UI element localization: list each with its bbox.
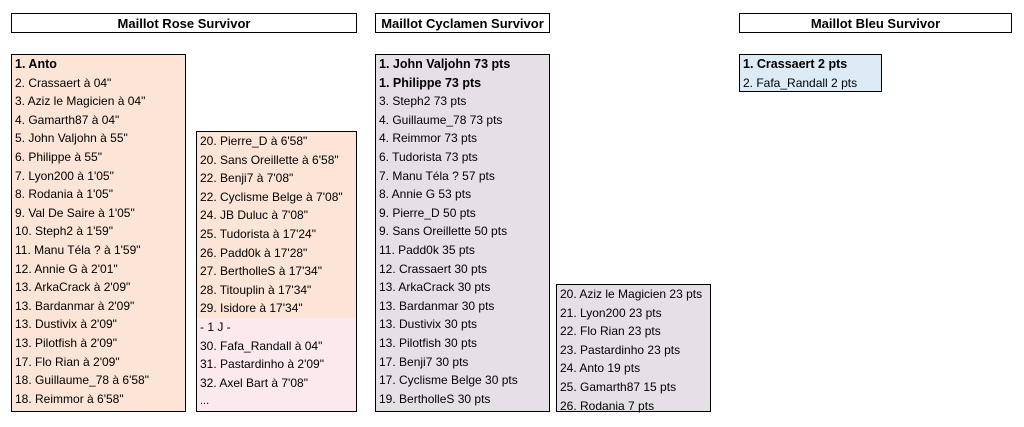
ranking-entry: 26. Padd0k à 17'28" [200, 245, 308, 260]
rose-ranking-list-1: 1. Anto 2. Crassaert à 04" 3. Aziz le Magi… [11, 54, 186, 412]
ranking-entry: 13. Dustivix à 2'09" [15, 317, 117, 332]
ranking-entry: 10. Steph2 à 1'59" [15, 224, 113, 239]
ranking-entry: 32. Axel Bart à 7'08" [200, 375, 308, 390]
ranking-entry: 26. Rodania 7 pts [560, 398, 655, 413]
ranking-entry: 6. Tudorista 73 pts [379, 149, 478, 164]
ranking-entry: 17. Cyclisme Belge 30 pts [379, 373, 518, 388]
ranking-entry: 2. Crassaert à 04" [15, 75, 112, 90]
header-maillot-bleu: Maillot Bleu Survivor [739, 13, 1012, 33]
ranking-entry: 22. Benji7 à 7'08" [200, 171, 294, 186]
ranking-entry: 12. Annie G à 2'01" [15, 261, 118, 276]
ranking-entry: 31. Pastardinho à 2'09" [200, 357, 324, 372]
ranking-entry: 8. Annie G 53 pts [379, 187, 472, 202]
ranking-entry: 17. Benji7 30 pts [379, 354, 469, 369]
header-maillot-rose: Maillot Rose Survivor [11, 13, 357, 33]
ranking-entry: 6. Philippe à 55" [15, 149, 102, 164]
ranking-entry: 13. ArkaCrack à 2'09" [15, 280, 131, 295]
ranking-entry: 3. Steph2 73 pts [379, 94, 467, 109]
ranking-entry: 9. Sans Oreillette 50 pts [379, 224, 508, 239]
ranking-entry: 30. Fafa_Randall à 04" [200, 338, 323, 353]
ranking-entry: 25. Gamarth87 15 pts [560, 379, 677, 394]
ranking-entry: 19. BertholleS 30 pts [379, 391, 491, 406]
ranking-entry: 1. Crassaert 2 pts [743, 57, 848, 71]
ranking-entry: 11. Padd0k 35 pts [379, 242, 475, 257]
ranking-entry: 7. Manu Téla ? 57 pts [379, 168, 495, 183]
ranking-entry: 25. Tudorista à 17'24" [200, 226, 316, 241]
ranking-entry: 20. Pierre_D à 6'58" [200, 134, 308, 148]
ranking-entry: - 1 J - [200, 319, 231, 334]
cyclamen-ranking-list-1: 1. John Valjohn 73 pts 1. Philippe 73 pts… [375, 54, 550, 412]
ranking-entry: 9. Val De Saire à 1'05" [15, 205, 135, 220]
ranking-entry: 20. Aziz le Magicien 23 pts [560, 287, 703, 301]
ranking-entry: 4. Gamarth87 à 04" [15, 112, 120, 127]
ranking-entry: 13. Pilotfish à 2'09" [15, 335, 117, 350]
ranking-entry: 13. Pilotfish 30 pts [379, 335, 478, 350]
ranking-entry: 22. Cyclisme Belge à 7'08" [200, 189, 343, 204]
ranking-entry: 13. Bardanmar 30 pts [379, 298, 495, 313]
header-maillot-cyclamen: Maillot Cyclamen Survivor [375, 13, 550, 33]
ranking-entry: 24. Anto 19 pts [560, 361, 641, 376]
cyclamen-ranking-list-2: 20. Aziz le Magicien 23 pts 21. Lyon200 2… [556, 284, 711, 413]
ranking-entry: 1. John Valjohn 73 pts [379, 57, 511, 71]
ranking-entry: 7. Lyon200 à 1'05" [15, 168, 114, 183]
rose-ranking-list-2-lapped: - 1 J - 30. Fafa_Randall à 04" 31. Pastard… [197, 317, 356, 411]
ranking-entry: 28. Titouplin à 17'34" [200, 282, 312, 297]
ranking-entry: 24. JB Duluc à 7'08" [200, 208, 308, 223]
ranking-entry: 23. Pastardinho 23 pts [560, 342, 681, 357]
ranking-entry: 5. John Valjohn à 55" [15, 131, 128, 146]
ranking-entry: 22. Flo Rian 23 pts [560, 324, 661, 339]
ranking-entry: 27. BertholleS à 17'34" [200, 264, 322, 279]
ranking-entry: 13. Bardanmar à 2'09" [15, 298, 135, 313]
ranking-entry: 18. Guillaume_78 à 6'58" [15, 373, 149, 388]
ranking-entry: 4. Guillaume_78 73 pts [379, 112, 503, 127]
ranking-entry: 11. Manu Téla ? à 1'59" [15, 242, 141, 257]
bleu-ranking-list: 1. Crassaert 2 pts 2. Fafa_Randall 2 pts [739, 54, 882, 92]
ranking-entry: 21. Lyon200 23 pts [560, 305, 662, 320]
ranking-entry: 18. Reimmor à 6'58" [15, 391, 124, 406]
rose-ranking-list-2-main: 20. Pierre_D à 6'58" 20. Sans Oreillette … [197, 132, 356, 318]
ranking-entry: 13. ArkaCrack 30 pts [379, 280, 491, 295]
ranking-entry: 29. Isidore à 17'34" [200, 301, 303, 316]
ranking-entry: 13. Dustivix 30 pts [379, 317, 478, 332]
ranking-entry: 1. Anto [15, 57, 57, 71]
ranking-entry: 4. Reimmor 73 pts [379, 131, 478, 146]
ranking-entry: 12. Crassaert 30 pts [379, 261, 488, 276]
ranking-entry: 3. Aziz le Magicien à 04" [15, 94, 146, 109]
ranking-entry: ... [200, 395, 210, 408]
rose-ranking-list-2: 20. Pierre_D à 6'58" 20. Sans Oreillette … [196, 131, 357, 412]
ranking-entry: 8. Rodania à 1'05" [15, 187, 113, 202]
ranking-entry: 9. Pierre_D 50 pts [379, 205, 476, 220]
ranking-entry: 20. Sans Oreillette à 6'58" [200, 152, 339, 167]
ranking-entry: 17. Flo Rian à 2'09" [15, 354, 120, 369]
ranking-entry: 1. Philippe 73 pts [379, 75, 482, 90]
ranking-entry: 2. Fafa_Randall 2 pts [743, 75, 858, 90]
